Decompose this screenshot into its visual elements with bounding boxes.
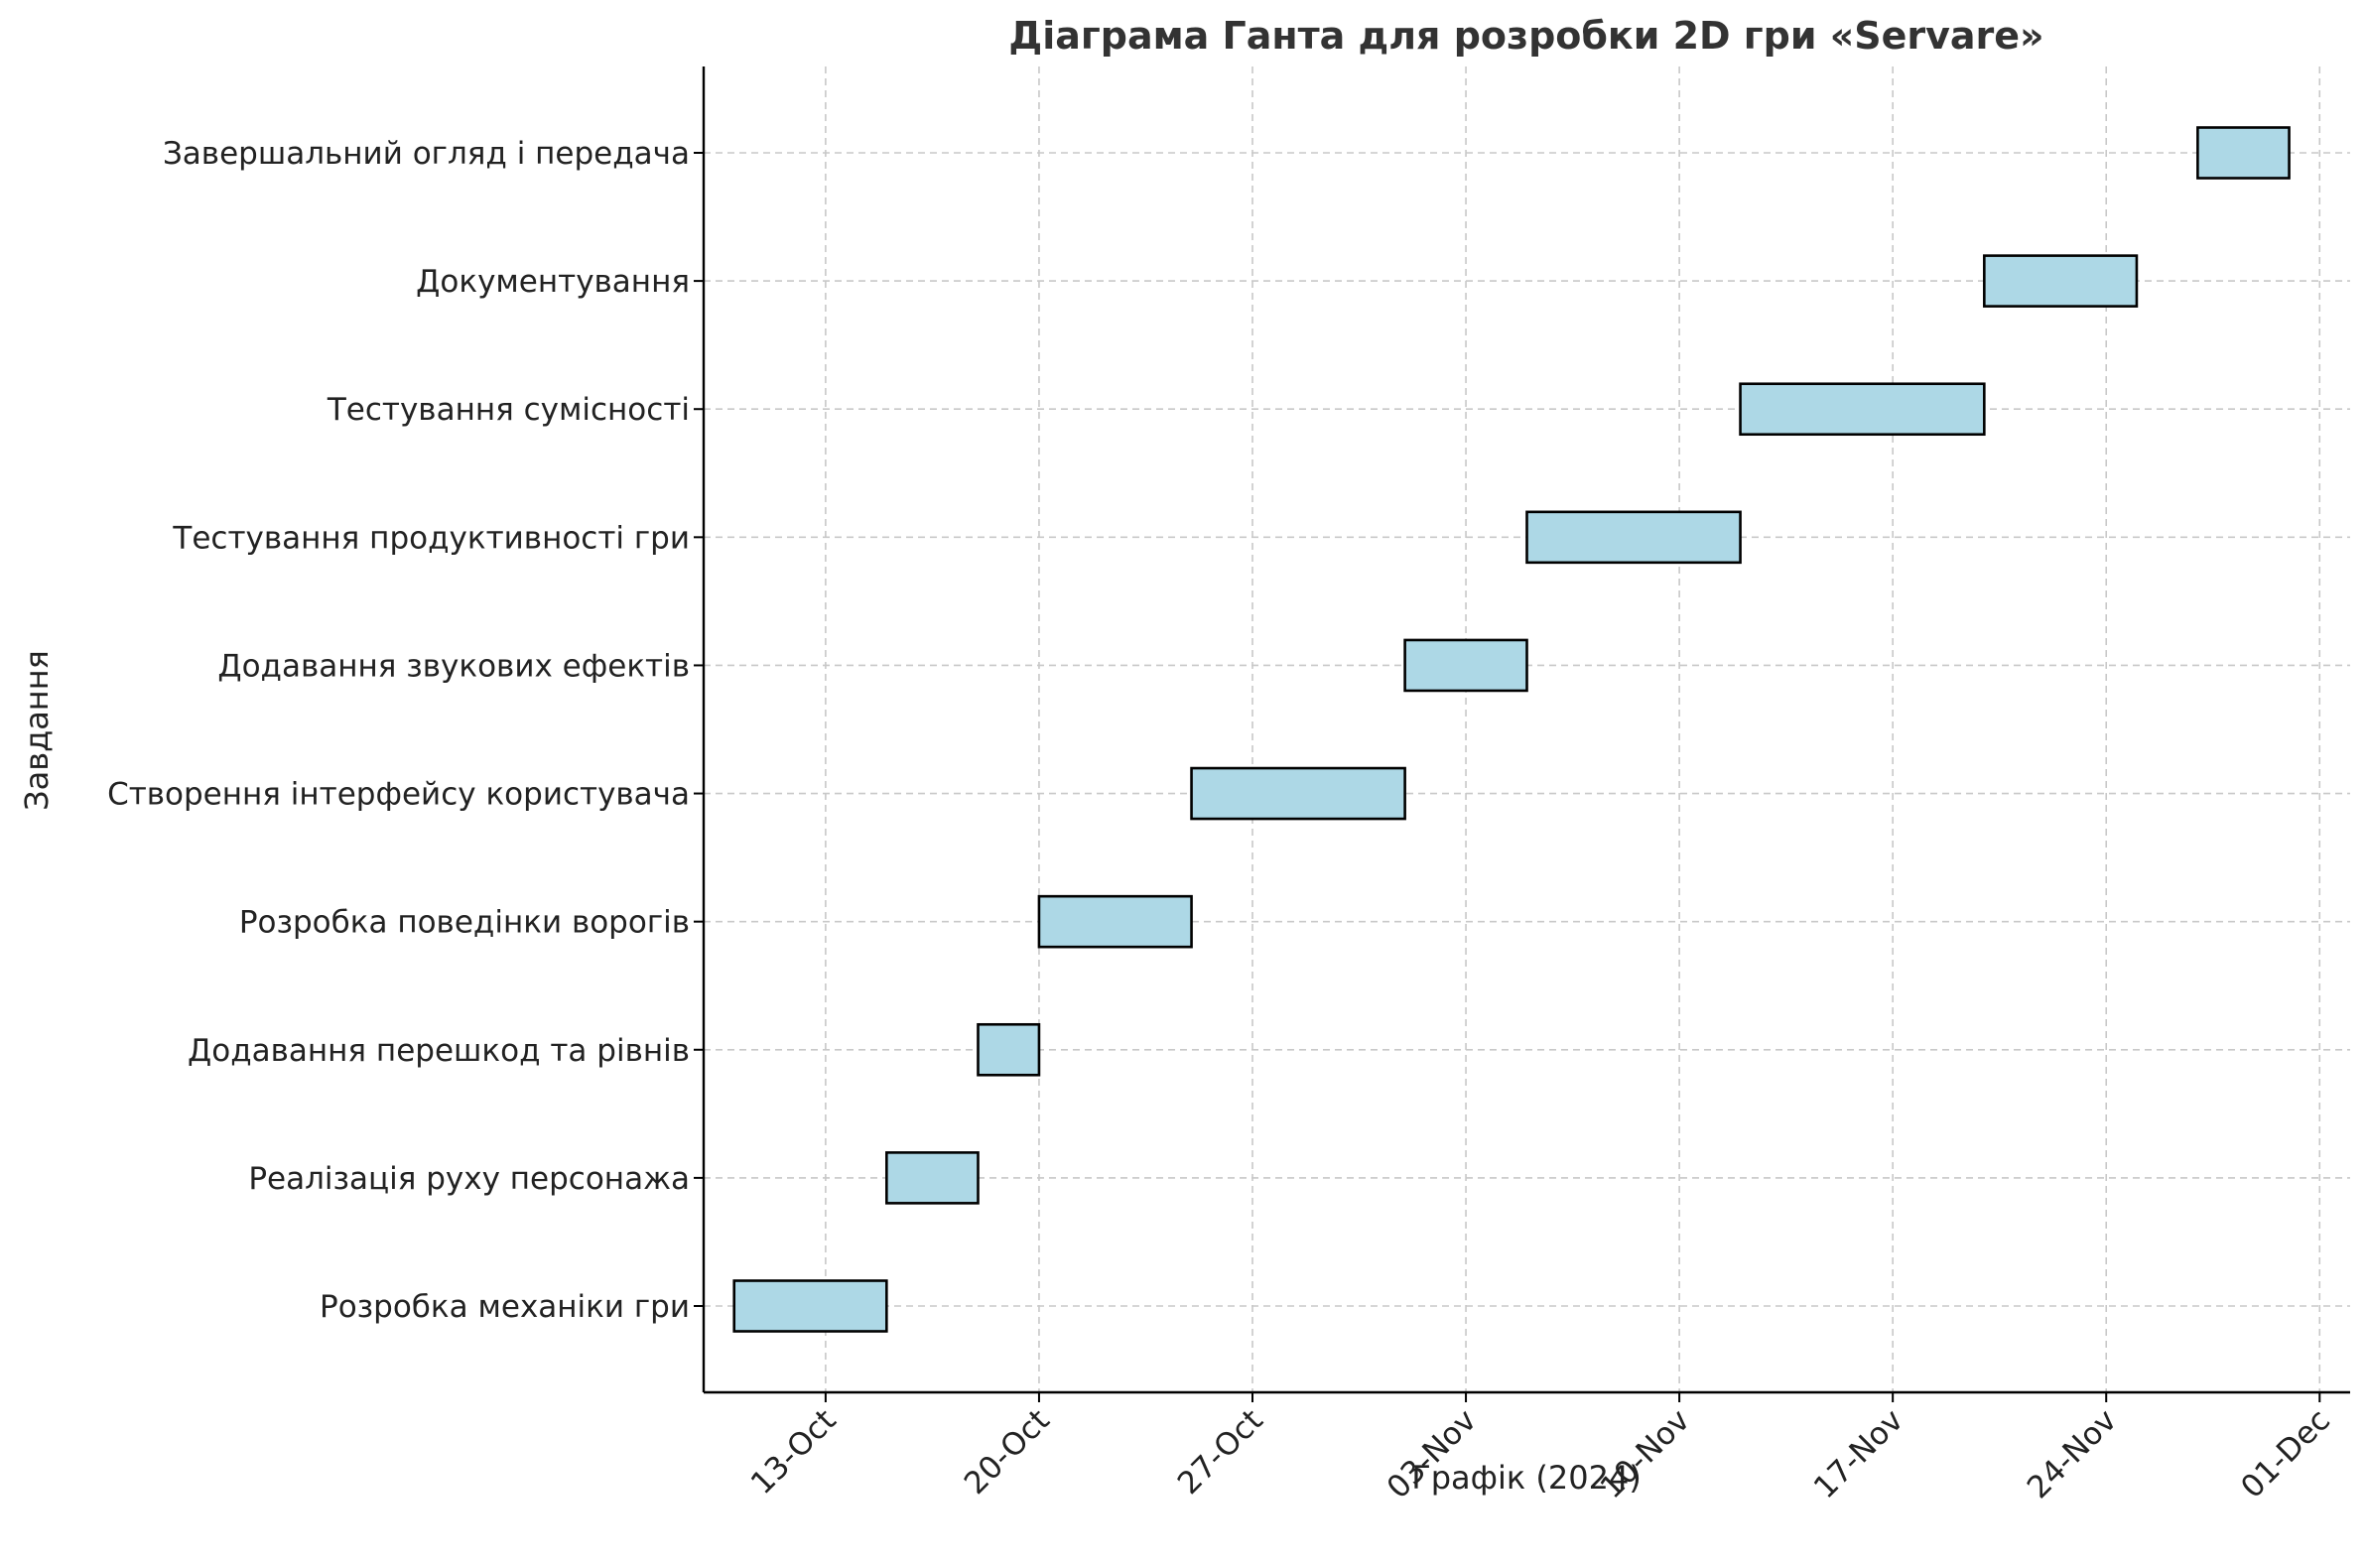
- task-bar: [1037, 894, 1193, 949]
- y-tick-label: Розробка механіки гри: [320, 1289, 690, 1325]
- y-tick-labels: Розробка механіки гри Реалізація руху пер…: [107, 136, 704, 1325]
- task-bar: [1403, 638, 1528, 693]
- x-axis-label: Графік (2024): [1411, 1459, 1642, 1497]
- task-bar: [2196, 126, 2291, 180]
- task-bar: [1739, 382, 1986, 437]
- y-axis-label: Завдання: [18, 650, 56, 811]
- x-tick-label: 17-Nov: [1807, 1402, 1910, 1505]
- y-tick-label: Документування: [416, 264, 690, 300]
- chart-title: Діаграма Ганта для розробки 2D гри «Serv…: [1008, 14, 2043, 58]
- task-bars: [732, 126, 2291, 1333]
- y-tick-label: Додавання звукових ефектів: [217, 648, 690, 684]
- y-tick-label: Тестування продуктивності гри: [172, 520, 690, 556]
- y-tick-label: Завершальний огляд і передача: [163, 136, 690, 172]
- task-bar: [1983, 254, 2139, 308]
- axes: [702, 66, 2350, 1394]
- task-bar: [885, 1151, 980, 1205]
- x-tick-label: 20-Oct: [958, 1402, 1057, 1502]
- y-tick-label: Створення інтерфейсу користувача: [107, 777, 690, 813]
- task-bar: [977, 1022, 1041, 1077]
- x-tick-label: 24-Nov: [2021, 1402, 2124, 1505]
- x-tick-label: 01-Dec: [2234, 1402, 2337, 1505]
- y-tick-label: Тестування сумісності: [327, 392, 690, 428]
- y-tick-label: Додавання перешкод та рівнів: [188, 1033, 690, 1069]
- x-tick-label: 13-Oct: [744, 1402, 844, 1502]
- task-bar: [1190, 766, 1406, 821]
- y-tick-label: Реалізація руху персонажа: [248, 1161, 690, 1197]
- y-tick-label: Розробка поведінки ворогів: [239, 905, 690, 941]
- x-tick-label: 27-Oct: [1171, 1402, 1270, 1502]
- task-bar: [1525, 510, 1742, 565]
- task-bar: [732, 1279, 888, 1333]
